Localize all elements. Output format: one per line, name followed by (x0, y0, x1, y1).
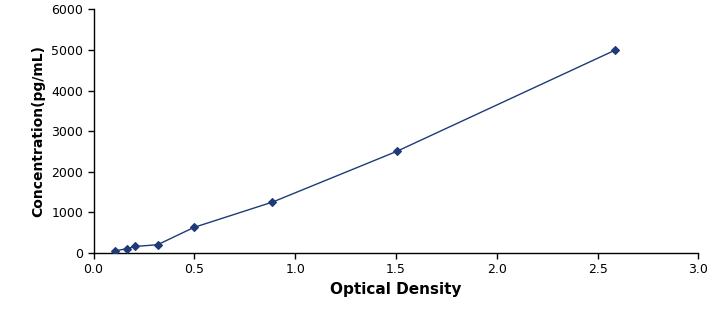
Y-axis label: Concentration(pg/mL): Concentration(pg/mL) (32, 45, 45, 217)
X-axis label: Optical Density: Optical Density (330, 282, 462, 297)
